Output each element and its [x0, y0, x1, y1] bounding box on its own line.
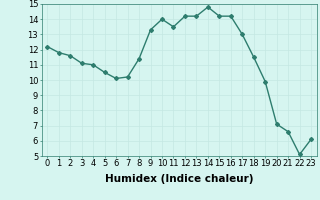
X-axis label: Humidex (Indice chaleur): Humidex (Indice chaleur)	[105, 174, 253, 184]
